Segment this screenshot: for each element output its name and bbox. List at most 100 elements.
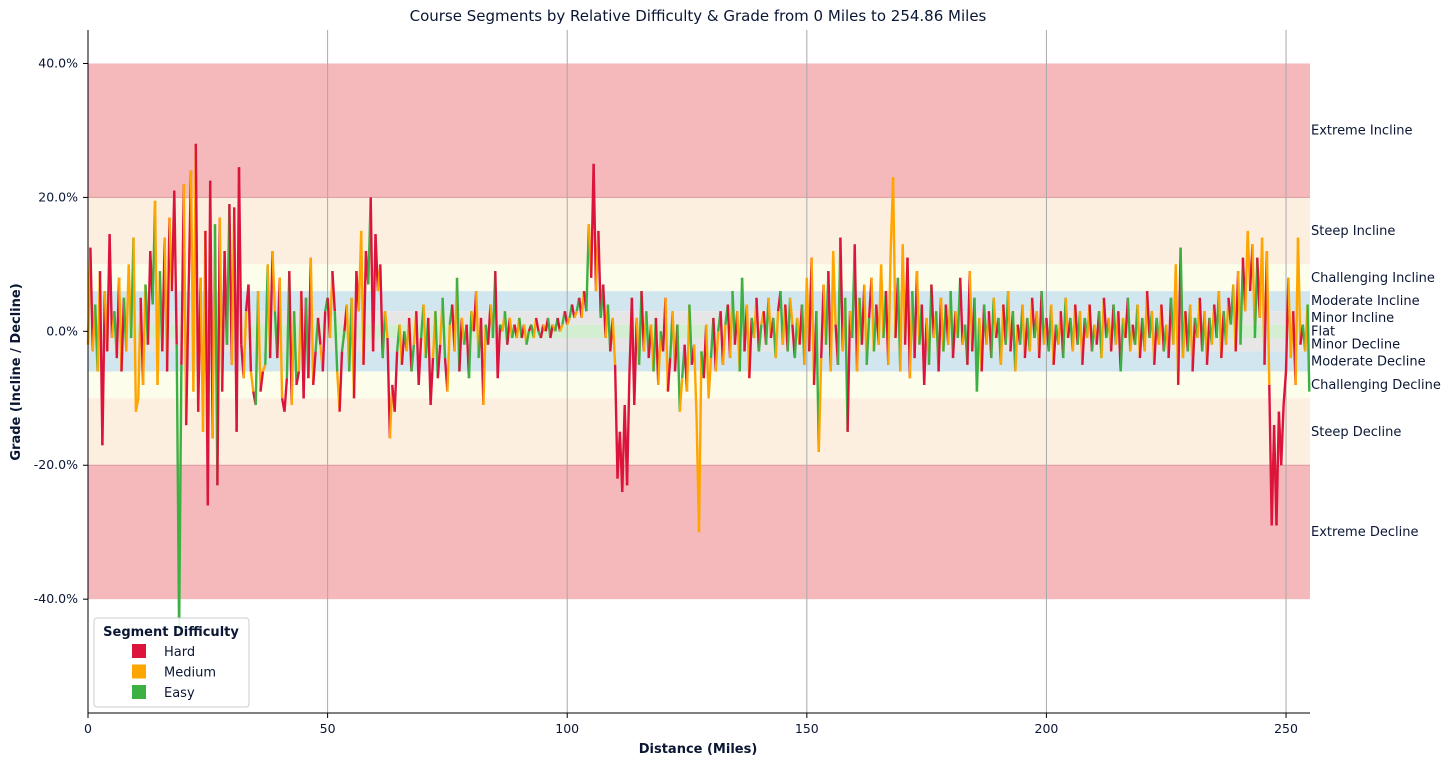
segment-line bbox=[839, 237, 844, 352]
band-moderate-decline bbox=[88, 351, 1310, 372]
y-tick-label: -40.0% bbox=[34, 591, 78, 606]
segment-line bbox=[321, 311, 327, 372]
segment-line bbox=[482, 324, 487, 406]
segment-line bbox=[173, 190, 178, 345]
segment-line bbox=[707, 358, 713, 399]
segment-line bbox=[1280, 404, 1285, 466]
band-label: Challenging Incline bbox=[1311, 271, 1435, 286]
band-extreme-incline bbox=[88, 63, 1310, 198]
legend-swatch-easy bbox=[132, 685, 146, 699]
segment-line bbox=[748, 317, 753, 379]
band-label: Challenging Decline bbox=[1311, 378, 1441, 393]
segment-line bbox=[374, 234, 380, 292]
segment-line bbox=[625, 371, 631, 486]
legend-swatch-medium bbox=[132, 664, 146, 679]
ticks: 0 50 100 150 200 250 40.0% 20.0% 0.0% -20.0% -40.0… bbox=[34, 55, 1298, 736]
segment-line bbox=[467, 311, 473, 379]
segment-line bbox=[340, 331, 346, 352]
segment-line bbox=[611, 317, 617, 365]
segment-line bbox=[573, 310, 578, 319]
x-tick-label: 50 bbox=[320, 721, 336, 736]
segment-line bbox=[185, 291, 190, 426]
segment-line bbox=[278, 277, 284, 399]
band-label: Flat bbox=[1311, 324, 1335, 339]
segment-line bbox=[261, 364, 267, 372]
segment-line bbox=[1081, 317, 1086, 365]
grade-series bbox=[86, 143, 1311, 633]
segment-line bbox=[597, 230, 602, 318]
segment-line bbox=[429, 358, 435, 406]
segment-line bbox=[1306, 304, 1311, 392]
legend-label-easy: Easy bbox=[164, 686, 195, 701]
segment-line bbox=[566, 317, 571, 326]
segment-line bbox=[132, 237, 138, 412]
band-challenging-decline bbox=[88, 371, 1310, 399]
segment-line bbox=[309, 257, 315, 385]
segment-line bbox=[283, 378, 289, 412]
x-tick-label: 100 bbox=[555, 721, 579, 736]
band-steep-incline bbox=[88, 197, 1310, 265]
segment-line bbox=[101, 291, 106, 446]
segment-line bbox=[1265, 250, 1271, 385]
legend-label-medium: Medium bbox=[164, 666, 216, 681]
band-challenging-incline bbox=[88, 264, 1310, 292]
y-tick-label: 0.0% bbox=[46, 323, 78, 338]
y-tick-label: 20.0% bbox=[38, 189, 78, 204]
band-labels: Extreme Incline Steep Incline Challenging … bbox=[1311, 123, 1441, 540]
legend: Segment Difficulty Hard Medium Easy bbox=[93, 617, 250, 708]
segment-line bbox=[256, 291, 262, 392]
segment-line bbox=[177, 364, 183, 633]
segment-line bbox=[242, 311, 248, 379]
segment-line bbox=[295, 371, 301, 386]
x-tick-label: 150 bbox=[795, 721, 819, 736]
segment-line bbox=[846, 311, 852, 432]
band-label: Moderate Incline bbox=[1311, 294, 1420, 309]
segment-line bbox=[383, 311, 389, 339]
band-label: Extreme Incline bbox=[1311, 123, 1413, 138]
segment-line bbox=[331, 271, 336, 312]
segment-line bbox=[165, 217, 171, 372]
segment-line bbox=[664, 297, 670, 392]
legend-label-hard: Hard bbox=[164, 645, 195, 660]
band-label: Steep Incline bbox=[1311, 224, 1395, 239]
segment-line bbox=[1119, 317, 1125, 372]
segment-line bbox=[817, 358, 823, 452]
segment-line bbox=[1282, 371, 1288, 406]
segment-line bbox=[1296, 237, 1302, 345]
segment-line bbox=[352, 271, 358, 399]
segment-line bbox=[194, 143, 200, 412]
segment-line bbox=[697, 351, 703, 533]
segment-line bbox=[441, 297, 447, 359]
segment-line bbox=[338, 351, 344, 412]
segment-line bbox=[312, 351, 317, 385]
y-axis-label: Grade (Incline / Decline) bbox=[9, 283, 24, 460]
segment-line bbox=[134, 398, 140, 412]
segment-line bbox=[1179, 247, 1185, 359]
segment-line bbox=[393, 351, 399, 412]
segment-line bbox=[891, 177, 897, 339]
legend-title: Segment Difficulty bbox=[103, 625, 239, 640]
band-label: Minor Decline bbox=[1311, 338, 1400, 353]
chart-title: Course Segments by Relative Difficulty &… bbox=[410, 7, 987, 25]
segment-line bbox=[410, 344, 416, 372]
segment-line bbox=[558, 324, 564, 332]
band-label: Steep Decline bbox=[1311, 425, 1401, 440]
segment-line bbox=[247, 284, 253, 372]
segment-line bbox=[496, 324, 502, 379]
segment-line bbox=[89, 247, 94, 352]
segment-line bbox=[721, 324, 727, 365]
y-tick-label: -20.0% bbox=[34, 457, 78, 472]
segment-line bbox=[534, 317, 540, 332]
segment-line bbox=[693, 344, 698, 419]
band-label: Minor Incline bbox=[1311, 311, 1394, 326]
segment-line bbox=[292, 311, 298, 385]
segment-line bbox=[446, 324, 451, 392]
segment-line bbox=[436, 344, 442, 379]
segment-line bbox=[774, 311, 780, 359]
x-tick-label: 0 bbox=[84, 721, 92, 736]
segment-line bbox=[757, 324, 763, 352]
segment-line bbox=[1275, 411, 1281, 526]
legend-box bbox=[93, 617, 250, 708]
y-tick-label: 40.0% bbox=[38, 55, 78, 70]
segment-line bbox=[271, 250, 277, 312]
